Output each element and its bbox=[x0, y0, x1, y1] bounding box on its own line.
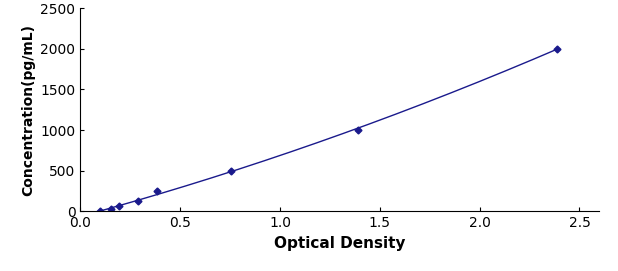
X-axis label: Optical Density: Optical Density bbox=[274, 236, 405, 251]
Y-axis label: Concentration(pg/mL): Concentration(pg/mL) bbox=[21, 24, 35, 196]
